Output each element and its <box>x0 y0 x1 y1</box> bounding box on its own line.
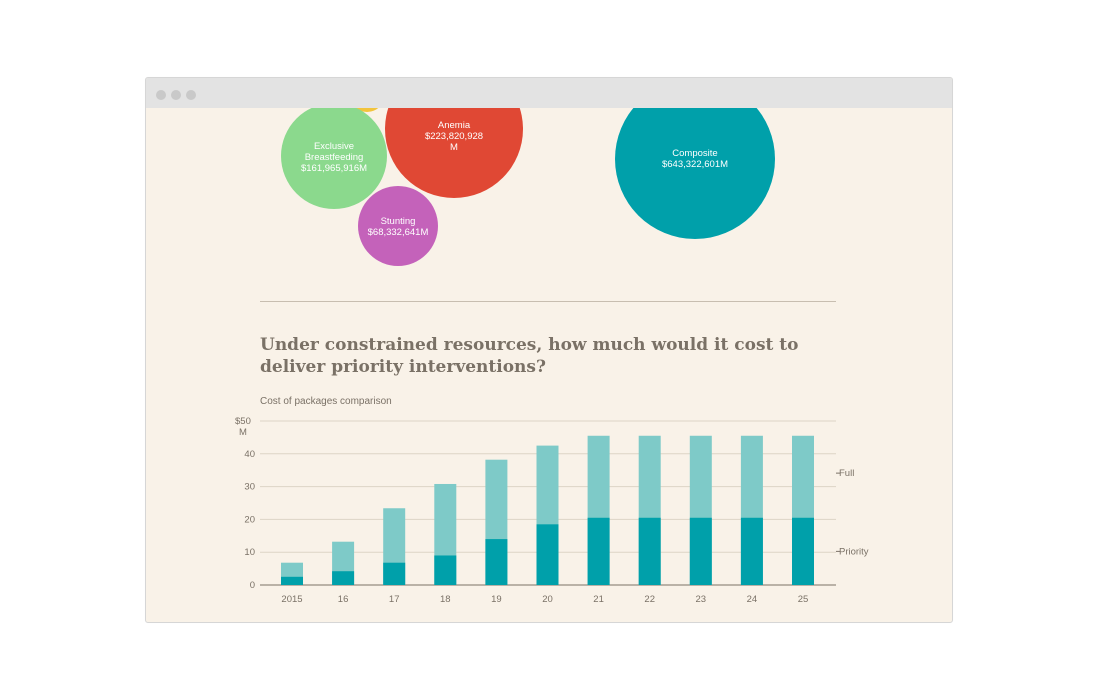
x-tick-label: 24 <box>747 594 758 605</box>
bar-priority-18[interactable] <box>434 555 457 585</box>
bubble-stunting[interactable]: Stunting $68,332,641M <box>358 186 438 266</box>
x-tick-label: 2015 <box>281 594 302 605</box>
legend-label-priority: Priority <box>839 546 869 557</box>
x-tick-label: 18 <box>440 594 451 605</box>
bubble-anemia-name: Anemia <box>438 120 471 131</box>
bubble-eb-name: Exclusive <box>314 141 354 152</box>
bubble-exclusive-breastfeeding[interactable]: Exclusive Breastfeeding $161,965,916M <box>281 108 387 209</box>
page-content: Anemia $223,820,928 M Exclusive Breastfe… <box>149 108 949 622</box>
bubble-anemia[interactable]: Anemia $223,820,928 M <box>385 108 523 198</box>
bar-priority-16[interactable] <box>332 571 355 585</box>
y-tick-label: 30 <box>244 482 255 493</box>
y-tick-label: 20 <box>244 514 255 525</box>
maximize-dot-icon[interactable] <box>186 90 196 100</box>
x-tick-label: 23 <box>696 594 707 605</box>
y-tick-label: 40 <box>244 449 255 460</box>
close-dot-icon[interactable] <box>156 90 166 100</box>
x-tick-label: 19 <box>491 594 502 605</box>
x-tick-label: 17 <box>389 594 400 605</box>
bubble-stunting-name: Stunting <box>381 216 416 227</box>
x-tick-label: 25 <box>798 594 809 605</box>
browser-window: Anemia $223,820,928 M Exclusive Breastfe… <box>145 77 953 623</box>
section-divider <box>260 301 836 302</box>
bar-chart: $50 M 0 10 20 30 40 2015 16 17 18 19 20 21 22 23 24 25 F… <box>235 416 869 605</box>
y-tick-label: 10 <box>244 547 255 558</box>
x-tick-label: 21 <box>593 594 604 605</box>
bar-priority-22[interactable] <box>638 517 661 585</box>
bar-priority-23[interactable] <box>689 517 712 585</box>
bubble-chart: Anemia $223,820,928 M Exclusive Breastfe… <box>281 108 775 266</box>
bar-priority-20[interactable] <box>536 524 559 585</box>
bubble-eb-name2: Breastfeeding <box>305 152 364 163</box>
title-bar <box>146 78 952 108</box>
x-tick-label: 16 <box>338 594 349 605</box>
section-heading: Under constrained resources, how much wo… <box>260 335 799 377</box>
legend-label-full: Full <box>839 468 854 479</box>
bubble-composite-value: $643,322,601M <box>662 159 728 170</box>
y-axis-top-label: $50 <box>235 416 251 427</box>
bubble-anemia-value-unit: M <box>450 142 458 153</box>
bubble-composite-name: Composite <box>672 148 717 159</box>
bar-priority-2015[interactable] <box>281 576 303 585</box>
bubble-anemia-value: $223,820,928 <box>425 131 483 142</box>
y-axis-top-unit: M <box>239 427 247 438</box>
bubble-eb-value: $161,965,916M <box>301 163 367 174</box>
bar-priority-19[interactable] <box>485 539 508 585</box>
y-tick-label: 0 <box>250 580 255 591</box>
x-tick-label: 20 <box>542 594 553 605</box>
bar-priority-24[interactable] <box>740 517 763 585</box>
bar-priority-21[interactable] <box>587 517 610 585</box>
minimize-dot-icon[interactable] <box>171 90 181 100</box>
bubble-composite[interactable]: Composite $643,322,601M <box>615 108 775 239</box>
bar-priority-17[interactable] <box>383 562 406 585</box>
chart-title: Cost of packages comparison <box>260 396 392 407</box>
bubble-stunting-value: $68,332,641M <box>368 227 429 238</box>
x-tick-label: 22 <box>644 594 655 605</box>
bar-priority-25[interactable] <box>792 517 814 585</box>
